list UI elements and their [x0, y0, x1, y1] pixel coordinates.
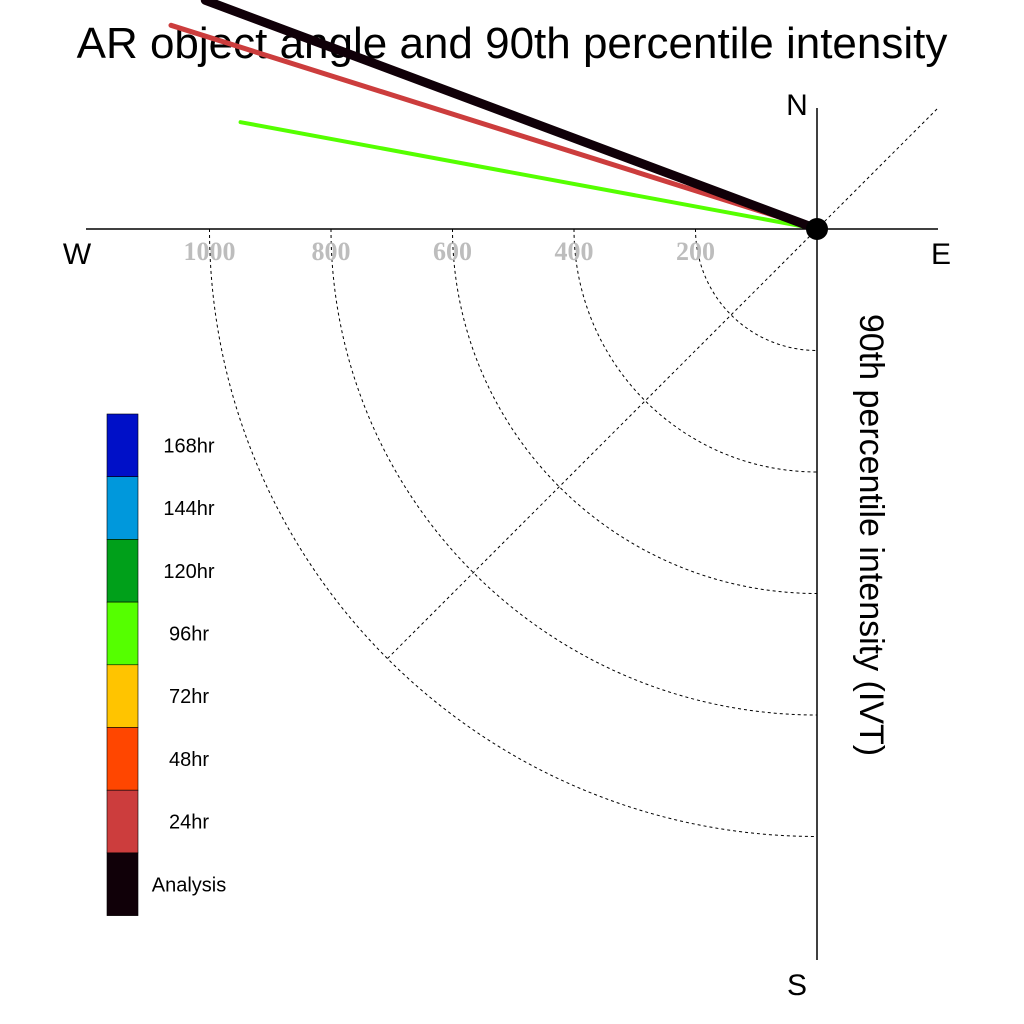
- series-line-analysis: [200, 0, 822, 234]
- compass-west: W: [63, 238, 92, 271]
- series-line-96hr: [238, 120, 819, 231]
- origin-marker: [806, 218, 828, 240]
- legend-swatch-144hr: [106, 476, 139, 540]
- legend-label-120hr: 120hr: [163, 561, 214, 583]
- series-line-24hr: [168, 22, 820, 232]
- legend-label-168hr: 168hr: [163, 435, 214, 457]
- radial-tick-800: 800: [312, 237, 351, 266]
- compass-east: E: [931, 238, 951, 271]
- grid-arc-200: [695, 228, 818, 351]
- legend-swatch-48hr: [106, 727, 139, 791]
- legend: 168hr 144hr 120hr 96hr 72hr 48hr 24hr Analysis: [106, 413, 226, 916]
- grid-arc-1000: [209, 228, 818, 837]
- radial-tick-labels: 200 400 600 800 1000: [184, 237, 716, 266]
- radial-tick-600: 600: [433, 237, 472, 266]
- polar-grid: [209, 108, 938, 837]
- legend-label-24hr: 24hr: [169, 812, 209, 834]
- legend-label-analysis: Analysis: [152, 874, 226, 896]
- legend-swatch-120hr: [106, 539, 139, 603]
- radial-tick-1000: 1000: [184, 237, 236, 266]
- legend-swatch-24hr: [106, 789, 139, 854]
- series-lines: [168, 0, 822, 234]
- grid-arc-400: [573, 228, 818, 473]
- radial-tick-400: 400: [555, 237, 594, 266]
- radial-tick-200: 200: [676, 237, 715, 266]
- grid-arc-800: [330, 228, 818, 716]
- legend-label-72hr: 72hr: [169, 686, 209, 708]
- compass-north: N: [786, 89, 808, 122]
- chart-title: AR object angle and 90th percentile inte…: [77, 19, 948, 68]
- compass-south: S: [787, 969, 807, 1002]
- legend-swatch-168hr: [106, 413, 139, 478]
- legend-swatch-72hr: [106, 664, 139, 728]
- legend-label-96hr: 96hr: [169, 623, 209, 645]
- legend-swatch-96hr: [106, 601, 139, 666]
- radial-axis-label: 90th percentile intensity (IVT): [852, 314, 890, 756]
- grid-arc-600: [452, 228, 818, 594]
- legend-label-144hr: 144hr: [163, 498, 214, 520]
- legend-swatch-analysis: [106, 852, 139, 916]
- legend-label-48hr: 48hr: [169, 749, 209, 771]
